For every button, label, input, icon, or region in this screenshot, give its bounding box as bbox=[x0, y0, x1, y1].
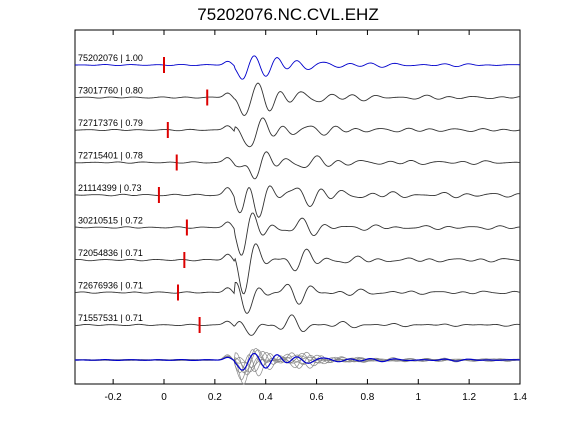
x-tick-label: 1 bbox=[416, 392, 422, 403]
trace-label: 72717376 | 0.79 bbox=[78, 118, 143, 128]
overlay-trace bbox=[74, 352, 521, 376]
trace-line bbox=[74, 117, 521, 148]
trace-line bbox=[74, 282, 521, 314]
trace-line bbox=[74, 243, 521, 295]
x-tick-label: 1.4 bbox=[513, 392, 527, 403]
x-tick-label: 0.6 bbox=[310, 392, 324, 403]
trace-label: 71557531 | 0.71 bbox=[78, 313, 143, 323]
trace-line bbox=[74, 55, 521, 80]
x-tick-label: 0 bbox=[161, 392, 167, 403]
trace-line bbox=[74, 151, 521, 180]
overlay-trace bbox=[74, 349, 521, 381]
x-tick-label: 0.8 bbox=[360, 392, 374, 403]
trace-label: 75202076 | 1.00 bbox=[78, 53, 143, 63]
x-tick-label: 0.2 bbox=[208, 392, 222, 403]
trace-label: 30210515 | 0.72 bbox=[78, 216, 143, 226]
trace-label: 72676936 | 0.71 bbox=[78, 281, 143, 291]
overlay-trace bbox=[74, 348, 521, 385]
trace-label: 21114399 | 0.73 bbox=[78, 183, 142, 193]
trace-label: 73017760 | 0.80 bbox=[78, 86, 143, 96]
x-tick-label: 1.2 bbox=[462, 392, 476, 403]
trace-line bbox=[74, 314, 521, 336]
trace-line bbox=[74, 82, 521, 116]
x-tick-label: -0.2 bbox=[105, 392, 123, 403]
trace-label: 72054836 | 0.71 bbox=[78, 248, 143, 258]
chart-title: 75202076.NC.CVL.EHZ bbox=[197, 5, 379, 24]
plot-frame bbox=[74, 29, 521, 385]
trace-line bbox=[74, 185, 521, 218]
overlay-reference-trace bbox=[74, 352, 521, 371]
x-tick-label: 0.4 bbox=[259, 392, 273, 403]
trace-line bbox=[74, 212, 521, 256]
trace-label: 72715401 | 0.78 bbox=[78, 151, 143, 161]
